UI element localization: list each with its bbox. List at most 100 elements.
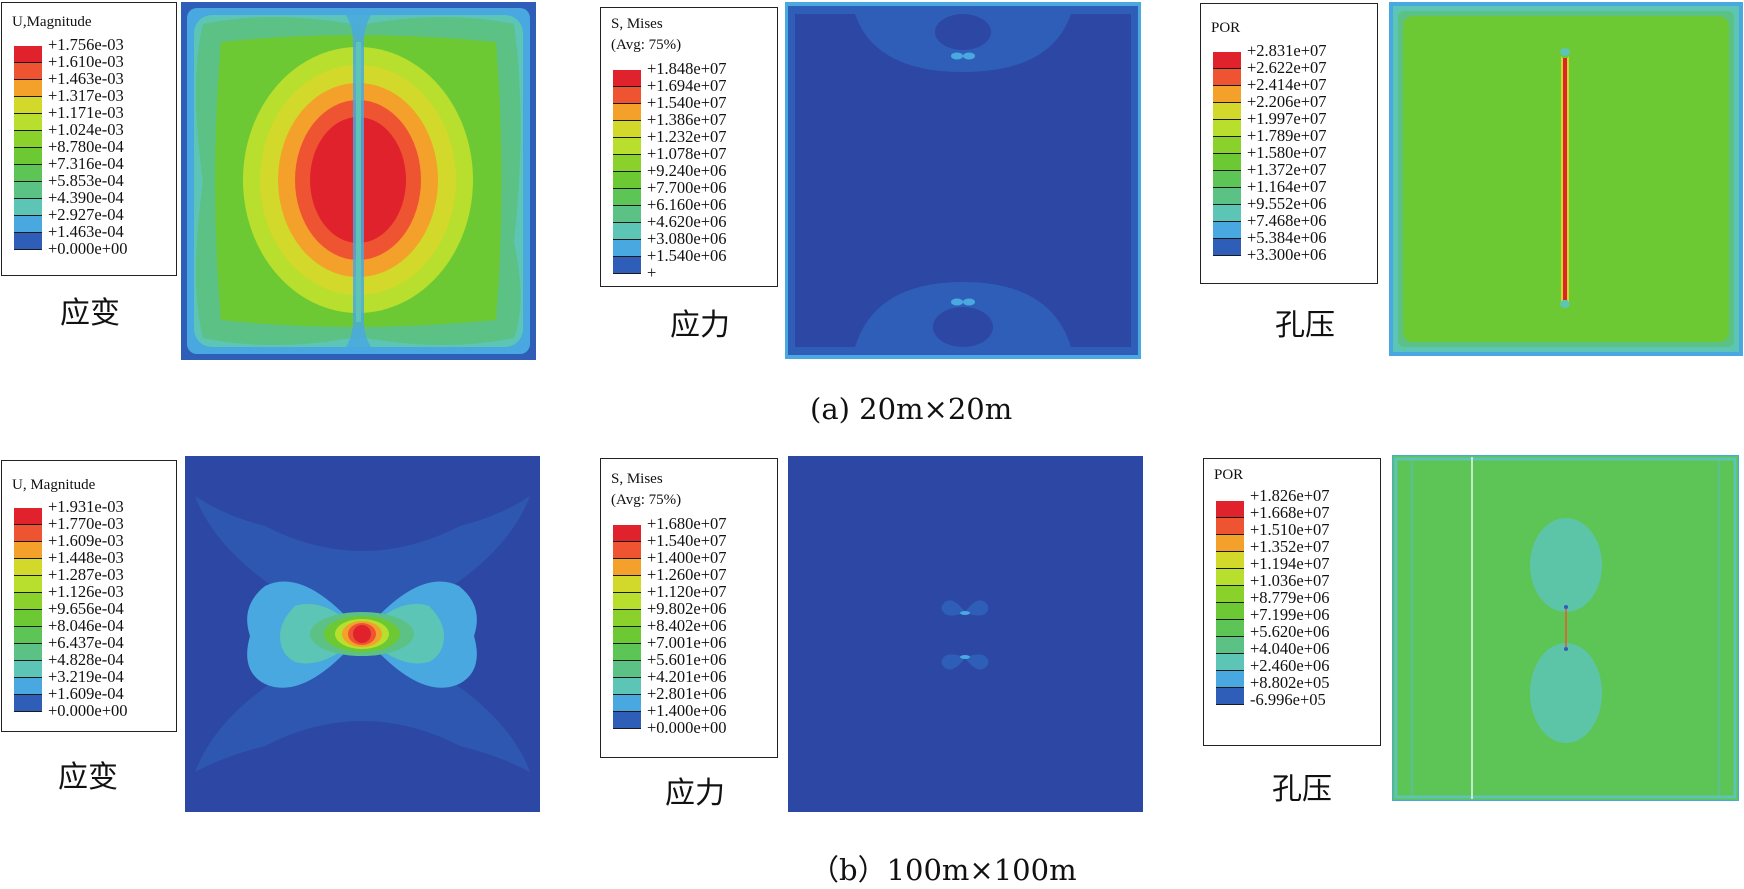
legend-value: +1.540e+06 [647,246,727,265]
legend-value: +1.171e-03 [48,103,124,122]
legend-value: +1.232e+07 [647,127,727,146]
legend-labels: +1.756e-03 +1.610e-03 +1.463e-03 +1.317e-03… [48,36,128,257]
legend-value: +1.609e-04 [48,684,124,703]
color-swatch [613,644,641,661]
legend-value: +1.260e+07 [647,565,727,584]
legend-value: +1.317e-03 [48,86,124,105]
color-swatch [14,678,42,695]
legend-value: +3.219e-04 [48,667,124,686]
legend-labels: +1.931e-03 +1.770e-03 +1.609e-03 +1.448e-03… [48,498,128,719]
color-swatch [14,182,42,199]
color-swatch [1213,137,1241,154]
color-swatch [613,240,641,257]
caption-stress-a: 应力 [670,308,730,343]
legend-title: POR [1211,20,1241,36]
legend-value: +0.000e+00 [647,718,727,737]
plot-a-stress [785,2,1141,359]
color-swatch [14,199,42,216]
legend-value: +7.316e-04 [48,154,124,173]
legend-value: +1.036e+07 [1250,571,1330,590]
color-swatch [14,644,42,661]
legend-value: +9.240e+06 [647,161,727,180]
legend-value: +1.826e+07 [1250,486,1330,505]
legend-value: +3.080e+06 [647,229,727,248]
legend-value: +1.386e+07 [647,110,727,129]
color-swatch [1213,222,1241,239]
legend-value: +1.580e+07 [1247,143,1327,162]
legend-value: +6.160e+06 [647,195,727,214]
legend-value: +9.552e+06 [1247,194,1327,213]
legend-value: +1.540e+07 [647,93,727,112]
color-swatch [1216,603,1244,620]
color-swatch [1213,86,1241,103]
caption-strain-a: 应变 [60,296,120,331]
caption-stress-b: 应力 [665,776,725,811]
legend-title: S, Mises (Avg: 75%) [611,471,682,508]
legend-value: +1.448e-03 [48,548,124,567]
legend-value: +1.194e+07 [1250,554,1330,573]
legend-value: +1.120e+07 [647,582,727,601]
color-swatch [14,610,42,627]
legend-labels: +2.831e+07 +2.622e+07 +2.414e+07 +2.206e+07… [1247,42,1327,263]
legend-value: +1.756e-03 [48,35,124,54]
color-swatch [14,114,42,131]
color-scale [14,46,42,250]
caption-por-a: 孔压 [1275,308,1335,343]
legend-value: +1.770e-03 [48,514,124,533]
legend-value: +1.510e+07 [1250,520,1330,539]
plot-a-strain [181,2,536,360]
legend-value: +7.001e+06 [647,633,727,652]
color-swatch [14,661,42,678]
legend-title: U,Magnitude [12,14,92,30]
legend-value: +1.400e+07 [647,548,727,567]
color-swatch [14,559,42,576]
color-swatch [14,627,42,644]
legend-title: U, Magnitude [12,477,96,493]
color-swatch [613,593,641,610]
color-swatch [613,678,641,695]
color-swatch [1216,688,1244,705]
color-swatch [1216,654,1244,671]
legend-value: +4.620e+06 [647,212,727,231]
legend-value: +6.437e-04 [48,633,124,652]
legend-value: +1.789e+07 [1247,126,1327,145]
legend-value: +1.024e-03 [48,120,124,139]
caption-por-b: 孔压 [1272,772,1332,807]
legend-value: +1.078e+07 [647,144,727,163]
color-swatch [613,525,641,542]
legend-value: +2.206e+07 [1247,92,1327,111]
legend-value: +2.831e+07 [1247,41,1327,60]
color-scale [613,525,641,729]
color-swatch [613,257,641,274]
legend-value: +8.402e+06 [647,616,727,635]
legend-value: +1.463e-03 [48,69,124,88]
legend-value: +1.931e-03 [48,497,124,516]
legend-value: +1.400e+06 [647,701,727,720]
color-swatch [14,695,42,712]
plot-b-por [1392,455,1739,801]
color-swatch [14,80,42,97]
color-swatch [14,542,42,559]
legend-value: +7.468e+06 [1247,211,1327,230]
color-swatch [613,542,641,559]
color-swatch [613,121,641,138]
color-swatch [14,46,42,63]
color-swatch [613,70,641,87]
legend-value: +8.779e+06 [1250,588,1330,607]
legend-value: +1.680e+07 [647,514,727,533]
legend-value: +5.853e-04 [48,171,124,190]
color-swatch [1213,120,1241,137]
color-swatch [1213,239,1241,256]
color-swatch [1213,205,1241,222]
subcaption-b: （b）100m×100m [810,853,1077,887]
legend-value: +9.802e+06 [647,599,727,618]
legend-value: +4.040e+06 [1250,639,1330,658]
color-swatch [613,610,641,627]
color-scale [613,70,641,274]
legend-value: +2.414e+07 [1247,75,1327,94]
color-swatch [1213,171,1241,188]
caption-strain-b: 应变 [58,760,118,795]
color-swatch [1216,569,1244,586]
legend-value: +3.300e+06 [1247,245,1327,264]
legend-b-stress: S, Mises (Avg: 75%) +1.680e+07 +1.540e+07… [600,458,778,758]
